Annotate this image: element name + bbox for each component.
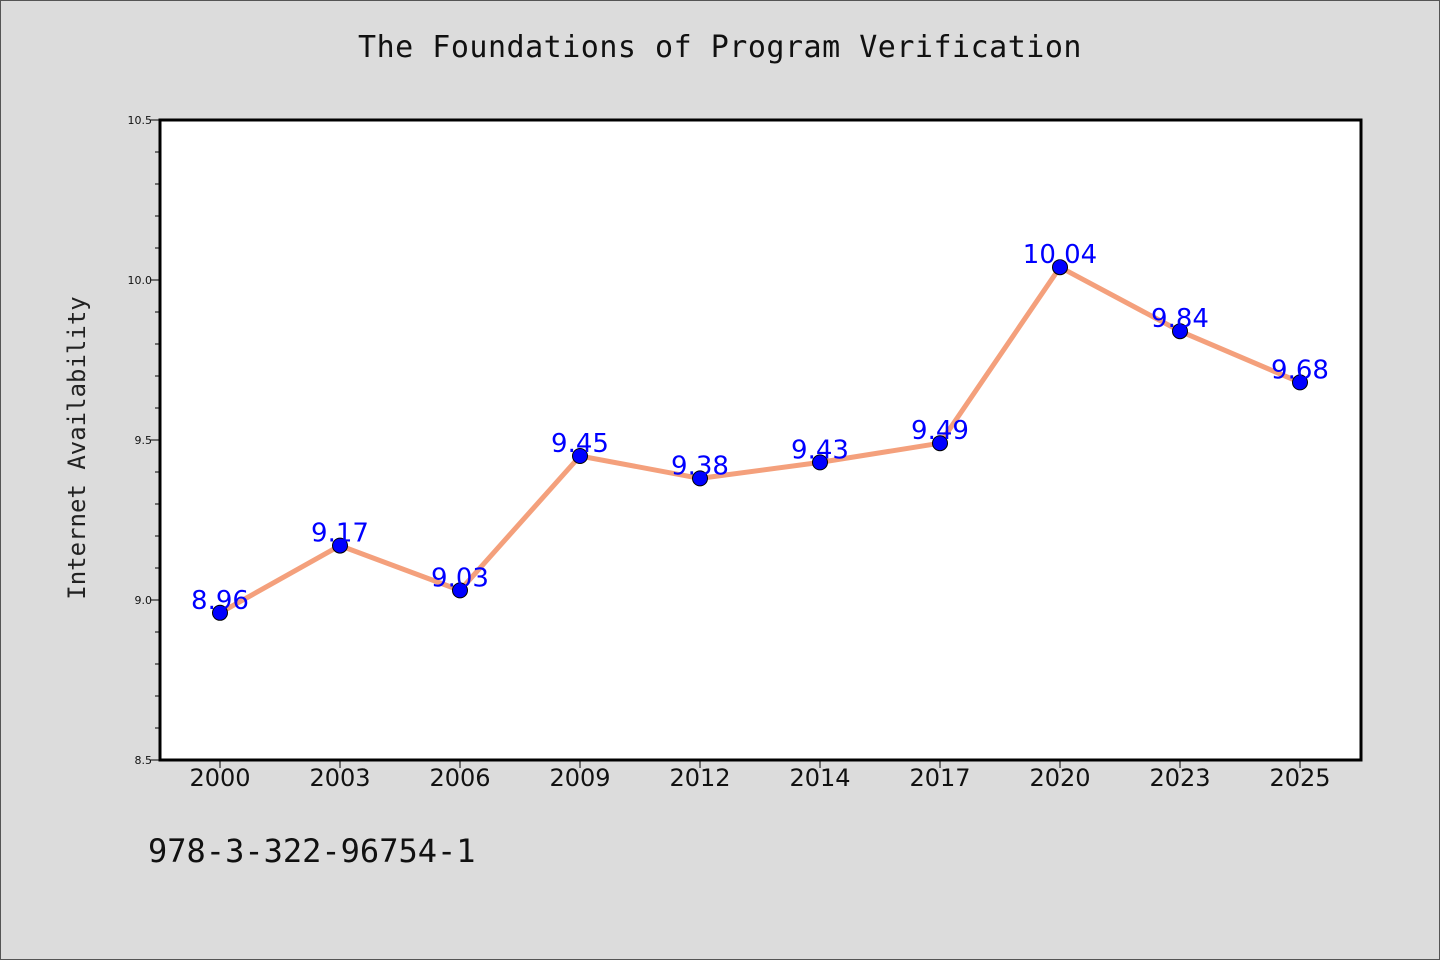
y-tick-label: 8.5 bbox=[135, 754, 153, 767]
y-tick-label: 10.5 bbox=[128, 114, 153, 127]
x-tick-label: 2006 bbox=[429, 764, 490, 792]
chart-title: The Foundations of Program Verification bbox=[358, 30, 1082, 65]
y-tick-label: 9.5 bbox=[135, 434, 153, 447]
data-label: 9.84 bbox=[1151, 304, 1209, 334]
x-tick-label: 2014 bbox=[789, 764, 850, 792]
x-tick-label: 2000 bbox=[189, 764, 250, 792]
y-tick-label: 9.0 bbox=[135, 594, 153, 607]
data-label: 9.17 bbox=[311, 519, 369, 549]
data-label: 9.43 bbox=[791, 435, 849, 465]
data-point bbox=[572, 448, 588, 464]
x-tick-label: 2020 bbox=[1029, 764, 1090, 792]
data-label: 9.38 bbox=[671, 451, 729, 481]
data-point bbox=[932, 435, 948, 452]
y-tick-label: 10.0 bbox=[128, 274, 153, 287]
data-label: 8.96 bbox=[191, 586, 249, 616]
data-point bbox=[452, 582, 468, 599]
y-axis: 8.5 9.0 9.5 10.0 10.5 bbox=[128, 114, 160, 767]
x-tick-label: 2009 bbox=[549, 764, 610, 792]
footer-code: 978-3-322-96754-1 bbox=[148, 832, 476, 870]
data-point bbox=[332, 537, 348, 554]
x-tick-label: 2025 bbox=[1269, 764, 1330, 792]
x-tick-label: 2017 bbox=[909, 764, 970, 792]
x-tick-label: 2003 bbox=[309, 764, 370, 792]
data-label: 9.68 bbox=[1271, 355, 1329, 385]
data-label: 9.45 bbox=[551, 429, 609, 459]
series-line bbox=[217, 264, 1303, 616]
data-point bbox=[812, 454, 828, 471]
data-label: 10.04 bbox=[1023, 240, 1097, 270]
plot-area bbox=[158, 118, 1363, 762]
data-point bbox=[1292, 374, 1308, 391]
data-label: 9.49 bbox=[911, 416, 969, 446]
data-point bbox=[692, 470, 708, 487]
series-group: 8.96 9.17 9.03 9.45 9.38 9.43 9.49 10.04 9.84 9.6… bbox=[191, 240, 1329, 621]
x-tick-label: 2012 bbox=[669, 764, 730, 792]
data-point bbox=[212, 604, 228, 621]
x-axis: 2000 2003 2006 2009 2012 2014 2017 2020 2023 2025 bbox=[189, 760, 1331, 792]
x-tick-label: 2023 bbox=[1149, 764, 1210, 792]
data-label: 9.03 bbox=[431, 563, 489, 593]
data-point bbox=[1172, 323, 1188, 340]
data-point bbox=[1052, 259, 1068, 276]
